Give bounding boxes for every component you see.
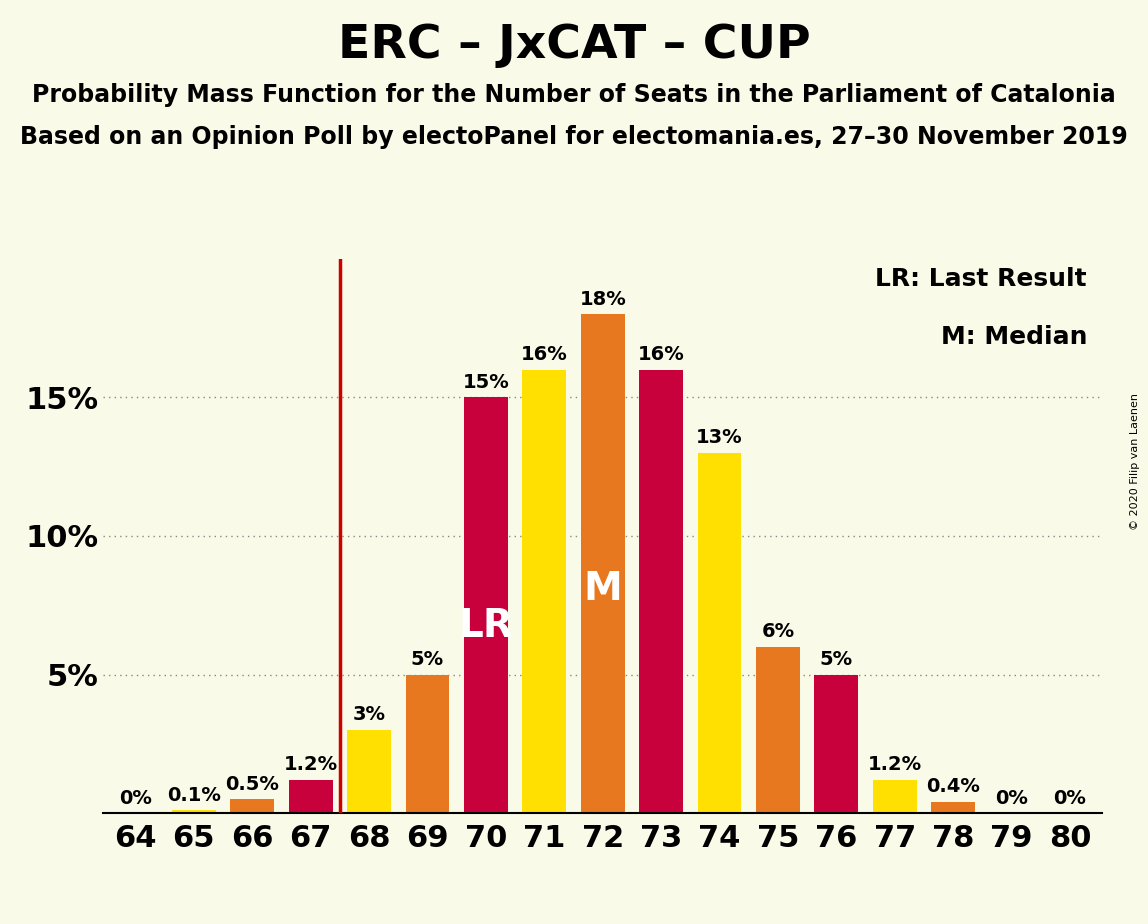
- Bar: [522, 370, 566, 813]
- Text: 1.2%: 1.2%: [284, 755, 338, 774]
- Text: LR: Last Result: LR: Last Result: [876, 267, 1087, 291]
- Text: 0.1%: 0.1%: [166, 785, 220, 805]
- Text: M: Median: M: Median: [940, 325, 1087, 349]
- Bar: [464, 397, 507, 813]
- Text: 18%: 18%: [580, 289, 626, 309]
- Bar: [872, 780, 916, 813]
- Bar: [639, 370, 683, 813]
- Bar: [698, 453, 742, 813]
- Text: M: M: [583, 569, 622, 608]
- Text: Probability Mass Function for the Number of Seats in the Parliament of Catalonia: Probability Mass Function for the Number…: [32, 83, 1116, 107]
- Text: 0.5%: 0.5%: [225, 774, 279, 794]
- Bar: [231, 799, 274, 813]
- Text: 0.4%: 0.4%: [926, 777, 980, 796]
- Text: 5%: 5%: [411, 650, 444, 669]
- Bar: [172, 810, 216, 813]
- Text: 6%: 6%: [761, 622, 794, 641]
- Text: 1.2%: 1.2%: [868, 755, 922, 774]
- Bar: [814, 675, 859, 813]
- Text: 13%: 13%: [696, 428, 743, 447]
- Text: LR: LR: [458, 607, 513, 645]
- Bar: [581, 314, 625, 813]
- Text: Based on an Opinion Poll by electoPanel for electomania.es, 27–30 November 2019: Based on an Opinion Poll by electoPanel …: [21, 125, 1127, 149]
- Text: 16%: 16%: [521, 345, 567, 364]
- Text: 0%: 0%: [995, 788, 1027, 808]
- Bar: [289, 780, 333, 813]
- Text: 3%: 3%: [352, 705, 386, 724]
- Bar: [405, 675, 449, 813]
- Text: © 2020 Filip van Laenen: © 2020 Filip van Laenen: [1130, 394, 1140, 530]
- Bar: [347, 730, 391, 813]
- Text: 5%: 5%: [820, 650, 853, 669]
- Bar: [931, 802, 975, 813]
- Text: ERC – JxCAT – CUP: ERC – JxCAT – CUP: [338, 23, 810, 68]
- Bar: [757, 647, 800, 813]
- Text: 0%: 0%: [119, 788, 152, 808]
- Text: 16%: 16%: [638, 345, 684, 364]
- Text: 15%: 15%: [463, 372, 510, 392]
- Text: 0%: 0%: [1054, 788, 1086, 808]
